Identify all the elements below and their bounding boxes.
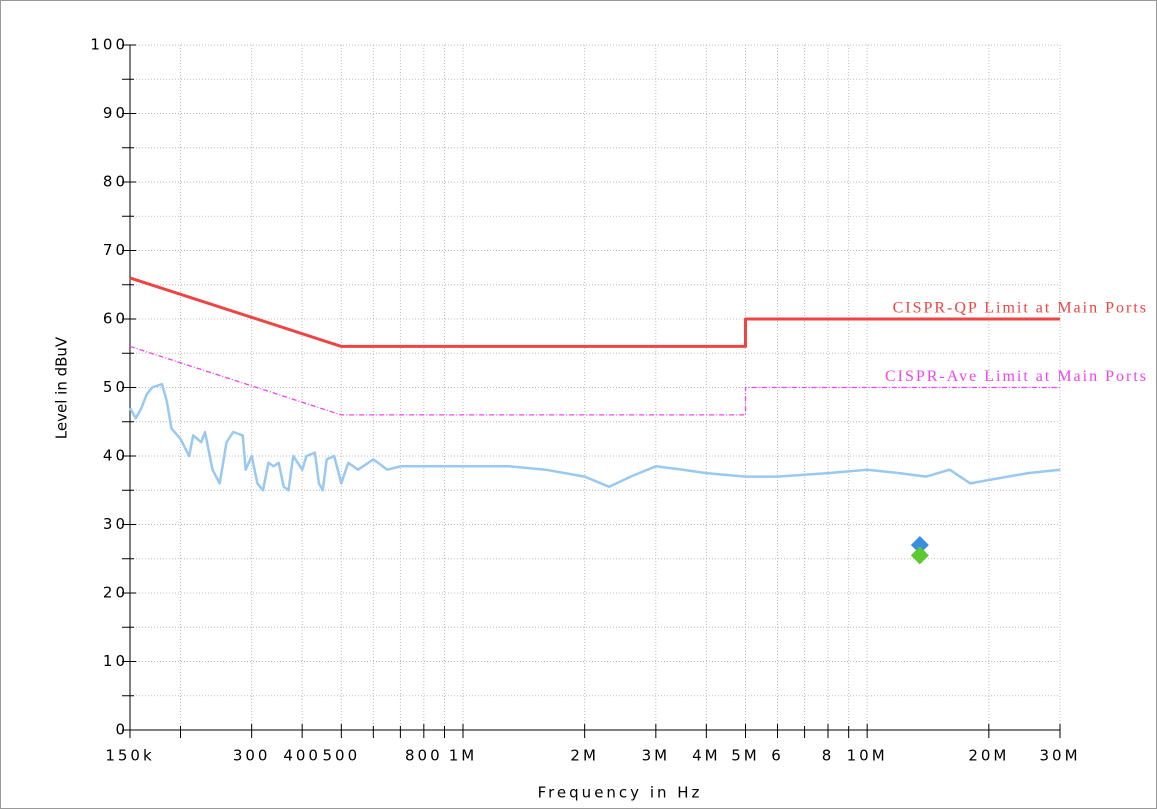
x-tick-label: 300 bbox=[233, 747, 271, 765]
x-axis-label: Frequency in Hz bbox=[538, 784, 703, 802]
x-tick-label: 400 bbox=[283, 747, 321, 765]
series-line bbox=[129, 276, 1060, 348]
x-tick-label: 4M bbox=[692, 747, 721, 765]
y-tick-label: 70 bbox=[103, 241, 128, 259]
marker bbox=[910, 546, 929, 565]
x-tick-label: 5M bbox=[731, 747, 760, 765]
y-tick-label: 80 bbox=[103, 173, 128, 191]
x-tick-label: 800 bbox=[405, 747, 443, 765]
x-tick-label: 8 bbox=[822, 747, 835, 765]
x-tick-label: 3M bbox=[642, 747, 671, 765]
y-tick-label: 100 bbox=[90, 36, 128, 54]
x-tick-label: 500 bbox=[323, 747, 361, 765]
y-tick-label: 90 bbox=[103, 104, 128, 122]
x-tick-label: 20M bbox=[968, 747, 1009, 765]
marker bbox=[910, 536, 929, 555]
y-tick-label: 40 bbox=[103, 447, 128, 465]
series-line bbox=[128, 382, 1061, 492]
x-tick-label: 2M bbox=[570, 747, 599, 765]
y-tick-label: 30 bbox=[103, 515, 128, 533]
x-tick-label: 150k bbox=[105, 747, 154, 765]
y-tick-label: 20 bbox=[103, 584, 128, 602]
y-tick-label: 10 bbox=[103, 652, 128, 670]
series-label: CISPR-Ave Limit at Main Ports bbox=[885, 368, 1148, 385]
y-tick-label: 60 bbox=[103, 310, 128, 328]
y-axis-label: Level in dBuV bbox=[53, 336, 71, 439]
y-tick-label: 0 bbox=[115, 721, 128, 739]
x-tick-label: 6 bbox=[771, 747, 784, 765]
x-tick-label: 10M bbox=[847, 747, 888, 765]
series-label: CISPR-QP Limit at Main Ports bbox=[893, 300, 1148, 317]
x-tick-label: 30M bbox=[1039, 747, 1080, 765]
x-tick-label: 1M bbox=[449, 747, 478, 765]
y-tick-label: 50 bbox=[103, 378, 128, 396]
